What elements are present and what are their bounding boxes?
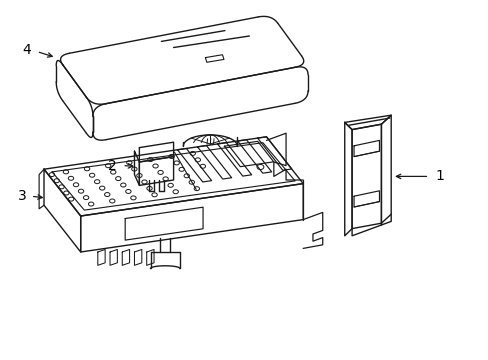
Text: 3: 3 — [18, 189, 26, 203]
Text: 4: 4 — [22, 44, 31, 57]
Text: 2: 2 — [108, 159, 117, 172]
Text: 1: 1 — [435, 170, 444, 183]
